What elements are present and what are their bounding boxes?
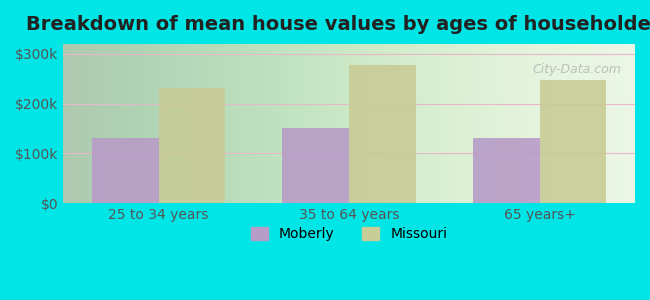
Bar: [349, 65, 416, 203]
Bar: [473, 138, 540, 203]
Text: City-Data.com: City-Data.com: [532, 63, 621, 76]
Bar: [159, 88, 226, 203]
Bar: [282, 128, 349, 203]
Bar: [92, 138, 159, 203]
Title: Breakdown of mean house values by ages of householders: Breakdown of mean house values by ages o…: [26, 15, 650, 34]
Bar: [540, 80, 606, 203]
Legend: Moberly, Missouri: Moberly, Missouri: [246, 222, 452, 247]
